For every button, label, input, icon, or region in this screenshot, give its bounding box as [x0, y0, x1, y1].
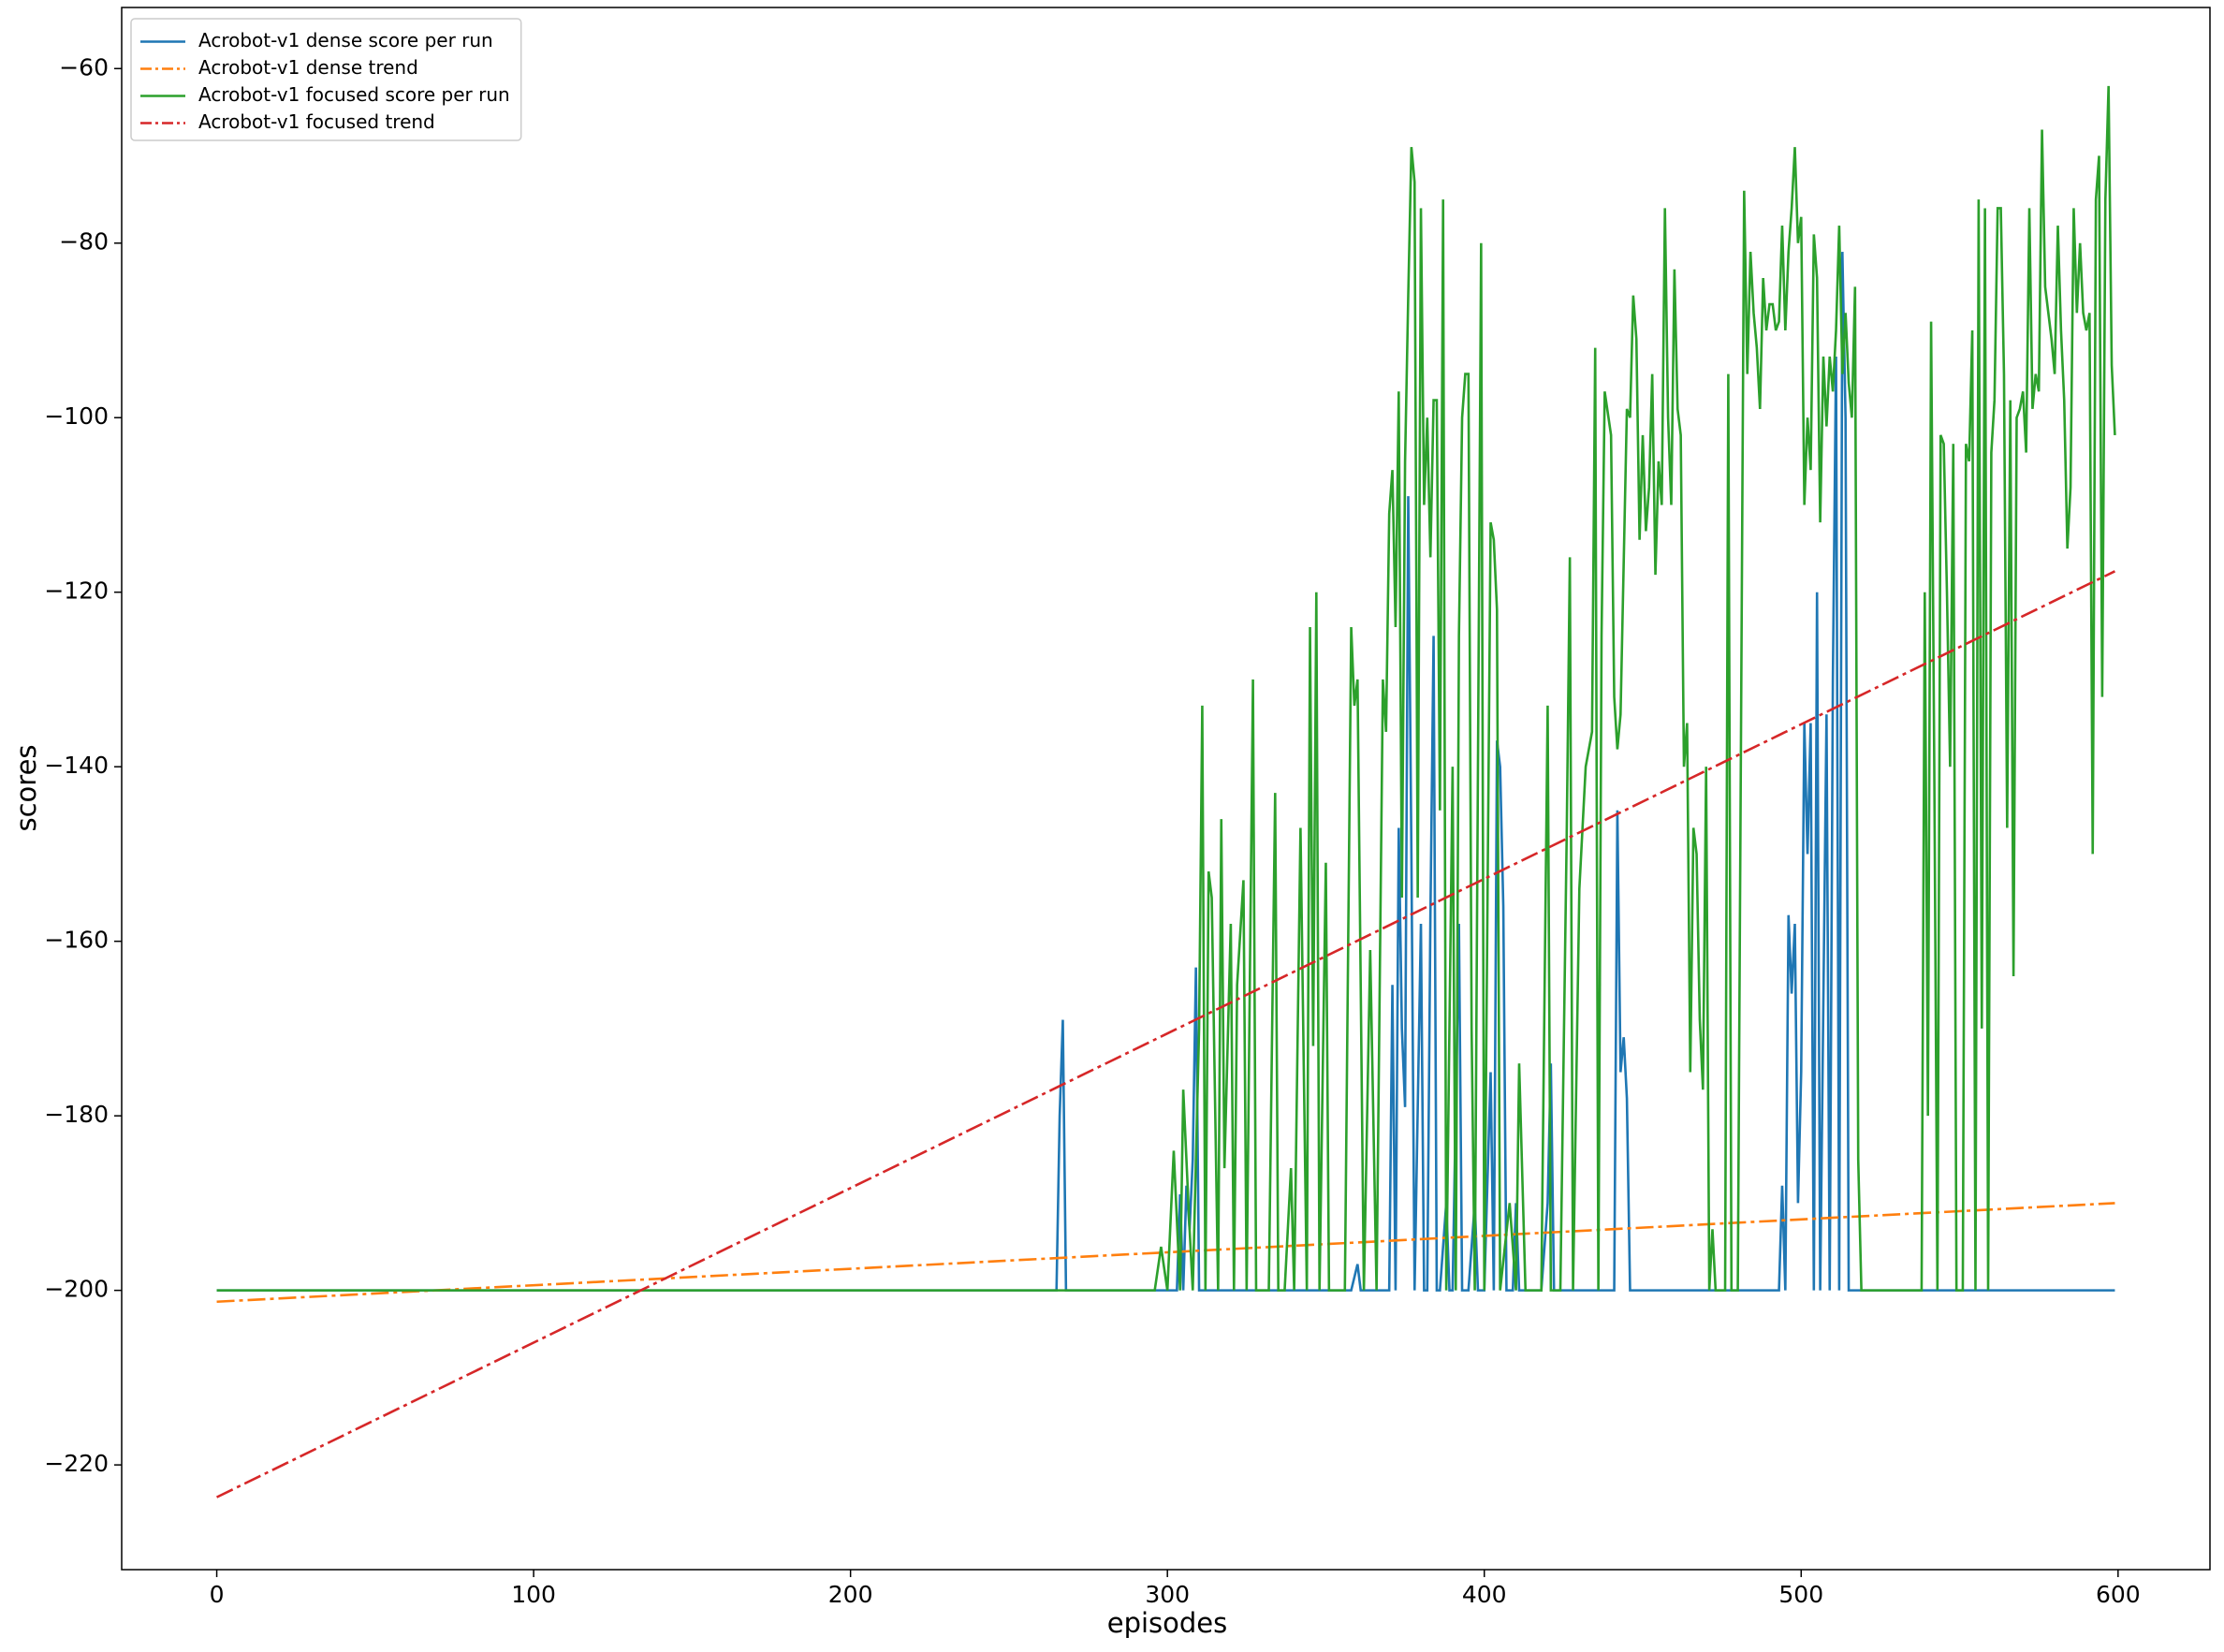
- y-tick-label: −160: [44, 927, 109, 954]
- series-line: [216, 85, 2116, 1292]
- x-tick-label: 100: [511, 1581, 556, 1608]
- legend-label: Acrobot-v1 dense trend: [198, 56, 418, 79]
- x-tick-label: 500: [1778, 1581, 1823, 1608]
- y-tick-label: −220: [44, 1450, 109, 1477]
- y-tick-label: −60: [59, 53, 109, 80]
- x-axis-label: episodes: [1107, 1607, 1228, 1639]
- y-tick-label: −120: [44, 577, 109, 605]
- x-tick-label: 400: [1462, 1581, 1507, 1608]
- y-axis-label: scores: [10, 744, 42, 831]
- series-line: [215, 570, 2116, 1498]
- y-tick-label: −140: [44, 752, 109, 779]
- series-line: [216, 1202, 2115, 1304]
- x-tick-label: 200: [828, 1581, 873, 1608]
- legend-label: Acrobot-v1 focused score per run: [198, 83, 510, 106]
- series-line: [216, 252, 2115, 1292]
- x-tick-label: 600: [2096, 1581, 2141, 1608]
- legend-box: [130, 18, 522, 141]
- y-tick-label: −100: [44, 402, 109, 430]
- legend-label: Acrobot-v1 focused trend: [198, 110, 435, 133]
- x-tick-label: 300: [1145, 1581, 1190, 1608]
- y-tick-label: −200: [44, 1276, 109, 1303]
- x-tick-label: 0: [210, 1581, 225, 1608]
- plot-frame: [121, 7, 2211, 1571]
- y-tick-label: −80: [59, 228, 109, 256]
- y-tick-label: −180: [44, 1101, 109, 1128]
- legend-label: Acrobot-v1 dense score per run: [198, 29, 493, 51]
